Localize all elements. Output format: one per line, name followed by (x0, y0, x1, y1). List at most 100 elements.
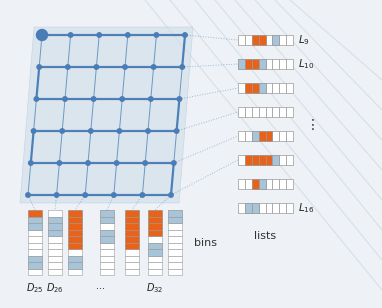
Bar (272, 107, 279, 117)
Point (145, 128, 151, 133)
Bar (48, 262, 62, 269)
Bar (125, 223, 139, 229)
Bar (68, 242, 82, 249)
Bar (252, 203, 259, 213)
Bar (286, 35, 293, 45)
Bar (48, 236, 62, 242)
Point (96, 33, 102, 38)
Bar (100, 242, 114, 249)
Bar (28, 269, 42, 275)
Bar (148, 236, 162, 242)
Point (122, 65, 128, 70)
Bar (125, 223, 139, 229)
Bar (265, 179, 272, 189)
Bar (168, 249, 182, 256)
Bar (245, 155, 252, 165)
Point (31, 128, 37, 133)
Bar (68, 236, 82, 242)
Bar (265, 155, 272, 165)
Bar (168, 242, 182, 249)
Bar (148, 262, 162, 269)
Bar (125, 210, 139, 217)
Point (33, 96, 39, 101)
Text: ...: ... (96, 281, 105, 291)
Point (113, 160, 120, 165)
Bar (125, 242, 139, 249)
Bar (252, 35, 259, 45)
Bar (125, 242, 139, 249)
Bar (68, 269, 82, 275)
Bar (48, 223, 62, 229)
Text: bins: bins (194, 237, 217, 248)
Bar (68, 217, 82, 223)
Bar (245, 131, 252, 141)
Point (93, 65, 99, 70)
Text: lists: lists (254, 231, 277, 241)
Bar (168, 210, 182, 217)
Bar (265, 35, 272, 45)
Bar (28, 210, 42, 217)
Bar (259, 131, 265, 141)
Point (173, 128, 180, 133)
Bar (68, 236, 82, 242)
Point (148, 96, 154, 101)
Bar (265, 203, 272, 213)
Bar (168, 236, 182, 242)
Bar (252, 179, 259, 189)
Point (142, 160, 148, 165)
Bar (68, 256, 82, 262)
Text: $L_{16}$: $L_{16}$ (298, 201, 314, 215)
Bar (28, 256, 42, 262)
Point (182, 33, 188, 38)
Bar (259, 179, 265, 189)
Bar (168, 210, 182, 217)
Bar (245, 83, 252, 93)
Bar (252, 131, 259, 141)
Point (119, 96, 125, 101)
Bar (100, 217, 114, 223)
Point (91, 96, 97, 101)
Point (68, 33, 74, 38)
Bar (279, 107, 286, 117)
Bar (259, 35, 265, 45)
Bar (100, 236, 114, 242)
Bar (148, 217, 162, 223)
Bar (28, 229, 42, 236)
Bar (286, 179, 293, 189)
Bar (259, 35, 265, 45)
Bar (125, 256, 139, 262)
Bar (125, 236, 139, 242)
Bar (68, 210, 82, 217)
Bar (148, 210, 162, 217)
Bar (28, 217, 42, 223)
Bar (279, 131, 286, 141)
Bar (100, 217, 114, 223)
Bar (125, 236, 139, 242)
Bar (245, 203, 252, 213)
Point (53, 192, 60, 197)
Bar (252, 155, 259, 165)
Point (111, 192, 117, 197)
Bar (148, 249, 162, 256)
Bar (68, 256, 82, 262)
Bar (148, 269, 162, 275)
Bar (168, 262, 182, 269)
Bar (238, 131, 245, 141)
Point (176, 96, 183, 101)
Bar (125, 229, 139, 236)
Bar (148, 223, 162, 229)
Bar (252, 83, 259, 93)
Bar (279, 155, 286, 165)
Bar (245, 107, 252, 117)
Bar (125, 229, 139, 236)
Bar (48, 256, 62, 262)
Bar (168, 217, 182, 223)
Bar (286, 155, 293, 165)
Bar (279, 83, 286, 93)
Bar (48, 217, 62, 223)
Bar (100, 269, 114, 275)
Bar (272, 179, 279, 189)
Bar (279, 179, 286, 189)
Bar (148, 242, 162, 249)
Bar (252, 179, 259, 189)
